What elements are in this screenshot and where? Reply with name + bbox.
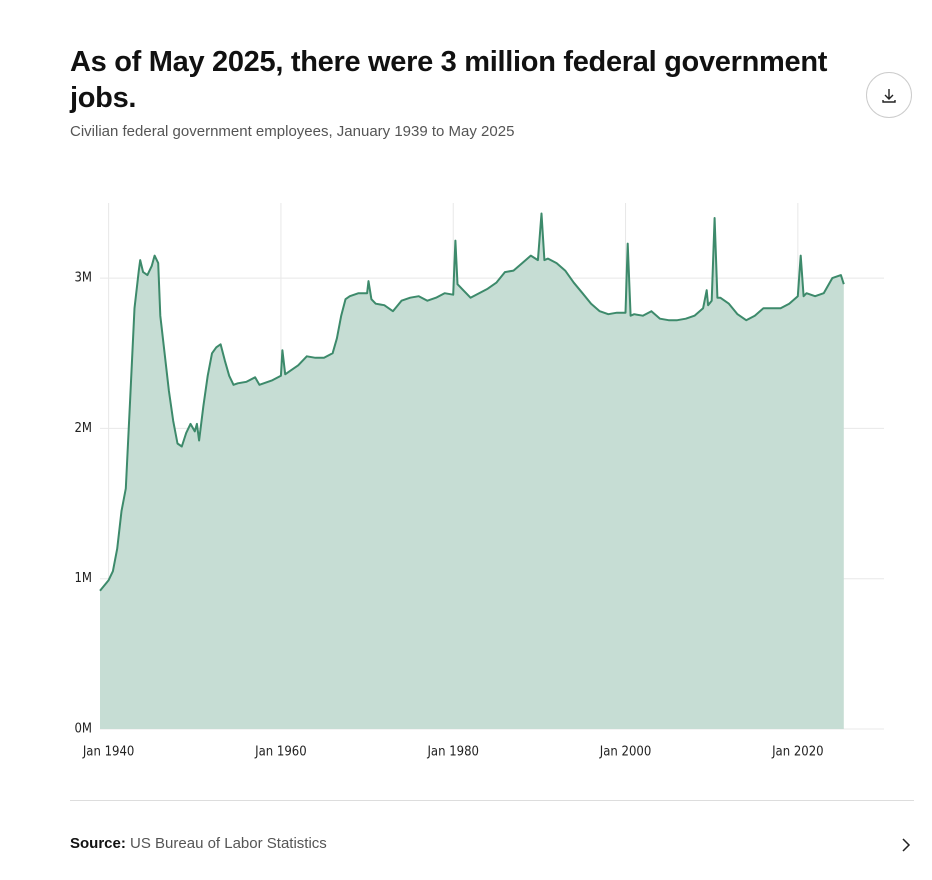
download-button[interactable]	[866, 72, 912, 118]
source: Source: US Bureau of Labor Statistics	[70, 835, 327, 852]
x-tick-label: Jan 1980	[426, 745, 479, 760]
expand-chevron[interactable]	[898, 836, 914, 854]
divider	[70, 800, 914, 801]
area	[100, 213, 844, 729]
y-tick-label: 2M	[74, 421, 92, 436]
y-tick-label: 0M	[74, 722, 92, 737]
y-tick-label: 1M	[74, 571, 92, 586]
x-tick-label: Jan 1960	[254, 745, 307, 760]
x-tick-label: Jan 1940	[82, 745, 135, 760]
subtitle: Civilian federal government employees, J…	[70, 123, 515, 140]
y-tick-label: 3M	[74, 271, 92, 286]
chart: 0M 1M 2M 3M Jan 1940 Jan 1960 Jan 1980 Jan 2000…	[74, 203, 884, 760]
title: As of May 2025, there were 3 million fed…	[70, 46, 828, 114]
line	[99, 212, 845, 592]
x-tick-label: Jan 2020	[771, 745, 824, 760]
source-text: US Bureau of Labor Statistics	[130, 835, 327, 852]
x-tick-label: Jan 2000	[599, 745, 652, 760]
download-icon	[882, 89, 896, 103]
source-label: Source:	[70, 835, 126, 852]
